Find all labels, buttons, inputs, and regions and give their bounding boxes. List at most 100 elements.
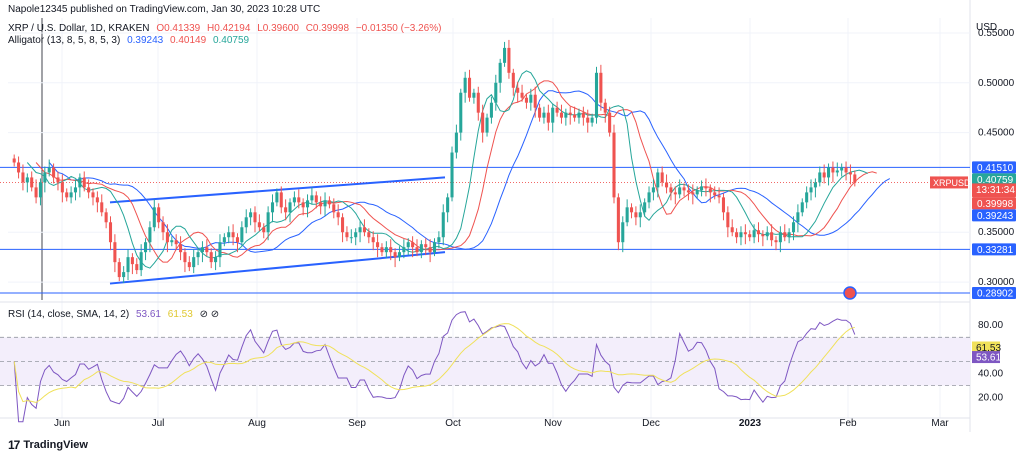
candle — [279, 192, 283, 208]
candle — [472, 92, 476, 98]
candle — [695, 190, 699, 195]
candle — [126, 257, 130, 273]
close-value: C0.39998 — [305, 23, 350, 34]
candle — [406, 242, 410, 248]
candle — [783, 232, 787, 238]
price-tag — [972, 287, 1016, 300]
candle — [840, 167, 844, 171]
rsi-legend[interactable]: RSI (14, close, SMA, 14, 2) 53.61 61.53 … — [8, 309, 219, 320]
candle — [87, 187, 91, 193]
candle — [227, 232, 231, 238]
alligator-legend[interactable]: Alligator (13, 8, 5, 8, 5, 3) 0.39243 0.… — [8, 35, 249, 46]
event-marker-icon — [843, 286, 857, 300]
candle — [113, 242, 117, 263]
rsi-tag — [972, 351, 1000, 364]
channel-line — [109, 176, 446, 204]
candle — [437, 237, 441, 243]
rsi-tick-label: 20.00 — [978, 393, 1003, 404]
candle — [647, 192, 651, 203]
candle — [144, 242, 148, 253]
candle — [17, 162, 21, 173]
candle — [577, 112, 581, 118]
change-value: −0.01350 (−3.26%) — [355, 23, 442, 34]
price-axis-tags: 0.415100.407590.401490.399980.392430.332… — [843, 161, 1016, 364]
candle — [612, 132, 616, 198]
candle — [95, 197, 99, 203]
candle — [323, 200, 327, 207]
candle — [411, 242, 415, 248]
candle — [354, 232, 358, 238]
x-tick-label: Jul — [152, 418, 165, 429]
candle — [835, 170, 839, 173]
rsi-hide-icons[interactable]: ⊘ ⊘ — [199, 309, 220, 320]
candle — [157, 207, 161, 223]
candle — [358, 227, 362, 233]
countdown-label: 13:31:34 — [976, 185, 1015, 196]
candle — [529, 94, 533, 103]
candles — [12, 39, 857, 284]
candle — [848, 172, 852, 175]
candle — [844, 167, 848, 173]
candle — [12, 158, 16, 163]
alligator-label: Alligator (13, 8, 5, 8, 5, 3) — [8, 35, 121, 46]
rsi-tag-label: 61.53 — [976, 343, 1001, 354]
candle — [739, 232, 743, 238]
candle — [686, 190, 690, 193]
currency-label: USD — [976, 22, 997, 33]
candle — [275, 192, 279, 203]
candle — [52, 167, 56, 178]
candle — [249, 212, 253, 218]
symbol-tag-label: XRPUSD — [933, 178, 971, 188]
candle — [463, 77, 467, 93]
rsi-pane — [0, 311, 970, 423]
candle — [56, 177, 60, 183]
candle — [743, 232, 747, 235]
rsi-tick-label: 80.00 — [978, 320, 1003, 331]
candle — [656, 172, 660, 188]
candle — [288, 202, 292, 213]
rsi-line — [13, 311, 856, 423]
candle — [402, 247, 406, 253]
symbol-legend[interactable]: XRP / U.S. Dollar, 1D, KRAKEN O0.41339 H… — [8, 23, 441, 34]
candle — [774, 240, 778, 243]
x-tick-label: Feb — [839, 418, 857, 429]
tradingview-name: TradingView — [23, 439, 88, 451]
candle — [748, 234, 752, 238]
candle — [568, 112, 572, 115]
candle — [629, 207, 634, 213]
candle — [297, 197, 301, 203]
price-tag-label: 0.39998 — [977, 199, 1014, 210]
candle — [673, 192, 677, 195]
price-tag-label: 0.39243 — [977, 211, 1014, 222]
price-tag — [972, 173, 1016, 186]
channel-line — [109, 251, 446, 285]
candle — [459, 92, 463, 133]
alligator-indicator — [26, 70, 891, 269]
candle — [713, 192, 717, 196]
candle — [700, 186, 704, 191]
candle — [25, 177, 29, 183]
candle — [520, 92, 524, 98]
candle — [778, 232, 782, 243]
candle — [726, 212, 730, 228]
candle — [756, 230, 761, 235]
horizontal-lines — [0, 166, 970, 294]
candle — [419, 244, 423, 253]
price-tag — [972, 209, 1016, 222]
price-tag-label: 0.40759 — [977, 175, 1014, 186]
candle — [717, 195, 721, 198]
candle — [69, 192, 73, 198]
price-tick-label: 0.35000 — [978, 227, 1015, 238]
candle — [371, 237, 375, 243]
candle — [397, 252, 402, 258]
candle — [665, 182, 669, 188]
candle — [78, 177, 82, 188]
candle — [511, 72, 515, 88]
candle — [104, 212, 108, 223]
candle — [262, 227, 266, 233]
candle — [117, 262, 121, 278]
tradingview-brand[interactable]: 17 TradingView — [8, 438, 88, 452]
candle — [82, 177, 86, 188]
